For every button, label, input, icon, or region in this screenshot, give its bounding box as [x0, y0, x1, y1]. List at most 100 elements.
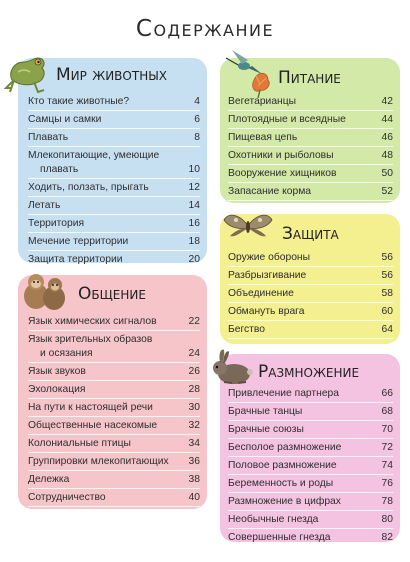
toc-item-title-line: Летать [28, 200, 61, 211]
toc-item-page: 8 [194, 132, 200, 143]
toc-item: Плавать 8 [28, 129, 200, 147]
toc-item-page: 10 [188, 164, 200, 175]
toc-item-title: Территория [28, 217, 200, 231]
toc-item-page: 80 [381, 514, 393, 525]
toc-item-title: Беременность и роды [228, 477, 393, 491]
toc-item-title-line: Вооружение хищников [228, 168, 337, 179]
toc-item: Язык зрительных образов и осязания 24 [28, 331, 200, 363]
toc-item: Эхолокация 28 [28, 381, 200, 399]
toc-item-title: Привлечение партнера [228, 387, 393, 401]
toc-item-title: Мечение территории [28, 235, 200, 249]
toc-list: Вегетарианцы 42 Плотоядные и всеядные 44 Пищ… [228, 93, 393, 201]
toc-item: Дележка 38 [28, 471, 200, 489]
toc-item-title-line: Брачные танцы [228, 406, 303, 417]
toc-item: Пищевая цепь 46 [228, 129, 393, 147]
toc-item-title: Общественные насекомые [28, 419, 200, 433]
toc-item-title: Вооружение хищников [228, 167, 393, 181]
toc-item-title-line: Размножение в цифрах [228, 496, 341, 507]
toc-item-title: Летать [28, 199, 200, 213]
toc-item-title-line: Язык химических сигналов [28, 316, 157, 327]
toc-item-page: 16 [188, 218, 200, 229]
toc-item-page: 66 [381, 388, 393, 399]
toc-item-title-line: Охотники и рыболовы [228, 150, 334, 161]
toc-item-page: 82 [381, 532, 393, 543]
toc-item: Необычные гнезда 80 [228, 511, 393, 529]
toc-item: Бегство 64 [228, 321, 393, 339]
toc-item-page: 56 [381, 270, 393, 281]
toc-item: Половое размножение 74 [228, 457, 393, 475]
toc-item: Кто такие животные? 4 [28, 93, 200, 111]
toc-item-page: 52 [381, 186, 393, 197]
toc-item: Колониальные птицы 34 [28, 435, 200, 453]
toc-item-page: 4 [194, 96, 200, 107]
toc-item-title-line: Разбрызгивание [228, 270, 307, 281]
toc-item: Группировки млекопитающих 36 [28, 453, 200, 471]
toc-item-title: Сотрудничество [28, 491, 200, 505]
toc-item-title: Дележка [28, 473, 200, 487]
toc-item-title-line: Плотоядные и всеядные [228, 114, 346, 125]
hummingbird-icon [225, 50, 270, 98]
toc-item-title: Разбрызгивание [228, 269, 393, 283]
toc-item-title: Брачные танцы [228, 405, 393, 419]
toc-item-title-continuation: и осязания [40, 348, 93, 359]
toc-item-title: Обмануть врага [228, 305, 393, 319]
toc-item: Брачные союзы 70 [228, 421, 393, 439]
toc-item: Ходить, ползать, прыгать 12 [28, 179, 200, 197]
toc-item-title-line: Привлечение партнера [228, 388, 340, 399]
toc-item: На пути к настоящей речи 30 [28, 399, 200, 417]
toc-item: Размножение в цифрах 78 [228, 493, 393, 511]
toc-item-title-line: Ходить, ползать, прыгать [28, 182, 149, 193]
toc-item: Плотоядные и всеядные 44 [228, 111, 393, 129]
toc-item: Совершенные гнезда 82 [228, 529, 393, 547]
toc-item-title-line: Дележка [28, 474, 70, 485]
toc-list: Кто такие животные? 4 Самцы и самки 6 Плават… [28, 93, 200, 269]
toc-item-title-line: Колониальные птицы [28, 438, 131, 449]
toc-item-title: Колониальные птицы [28, 437, 200, 451]
toc-item-page: 76 [381, 478, 393, 489]
toc-item-title: Необычные гнезда [228, 513, 393, 527]
toc-item-page: 74 [381, 460, 393, 471]
section-title: Общение [78, 284, 146, 304]
toc-item-page: 34 [188, 438, 200, 449]
frog-icon [4, 57, 45, 94]
toc-item-title: Охотники и рыболовы [228, 149, 393, 163]
section-defense: Защита Оружие обороны 56 Разбрызгивание 56 О… [220, 214, 400, 344]
toc-item-title-line: Необычные гнезда [228, 514, 319, 525]
toc-item-title-line: Брачные союзы [228, 424, 304, 435]
page-title: Содержание [135, 16, 275, 42]
toc-item-title-line: Пищевая цепь [228, 132, 298, 143]
toc-item: Обмануть врага 60 [228, 303, 393, 321]
toc-item-page: 48 [381, 150, 393, 161]
toc-list: Привлечение партнера 66 Брачные танцы 68 Бра… [228, 385, 393, 547]
toc-item: Летать 14 [28, 197, 200, 215]
section-title: Мир животных [56, 65, 168, 85]
toc-item-page: 64 [381, 324, 393, 335]
toc-item-title: Размножение в цифрах [228, 495, 393, 509]
toc-item: Привлечение партнера 66 [228, 385, 393, 403]
section-animal-world: Мир животных Кто такие животные? 4 Самцы и… [18, 58, 207, 269]
monkeys-icon [24, 274, 65, 310]
toc-item-title: Эхолокация [28, 383, 200, 397]
section-title: Размножение [258, 362, 360, 382]
toc-item-title: Пищевая цепь [228, 131, 393, 145]
toc-item: Общественные насекомые 32 [28, 417, 200, 435]
toc-item-title: Плавать [28, 131, 200, 145]
toc-item-title-line: Территория [28, 218, 85, 229]
toc-item-page: 12 [188, 182, 200, 193]
toc-item-title-line: Язык зрительных образов [28, 334, 153, 345]
toc-item-page: 20 [188, 254, 200, 265]
toc-item-title: Половое размножение [228, 459, 393, 473]
section-title: Питание [278, 68, 341, 88]
toc-item-page: 44 [381, 114, 393, 125]
toc-item-title: Запасание корма [228, 185, 393, 199]
section-reproduction: Размножение Привлечение партнера 66 Брачны… [220, 354, 400, 547]
toc-item-page: 58 [381, 288, 393, 299]
toc-list: Язык химических сигналов 22 Язык зрительны… [28, 313, 200, 507]
toc-item-page: 38 [188, 474, 200, 485]
toc-item-page: 42 [381, 96, 393, 107]
toc-item-title-line: Общественные насекомые [28, 420, 158, 431]
toc-item-title: Бегство [228, 323, 393, 337]
moth-icon [223, 214, 273, 237]
toc-item-page: 72 [381, 442, 393, 453]
toc-item-title-line: Самцы и самки [28, 114, 102, 125]
